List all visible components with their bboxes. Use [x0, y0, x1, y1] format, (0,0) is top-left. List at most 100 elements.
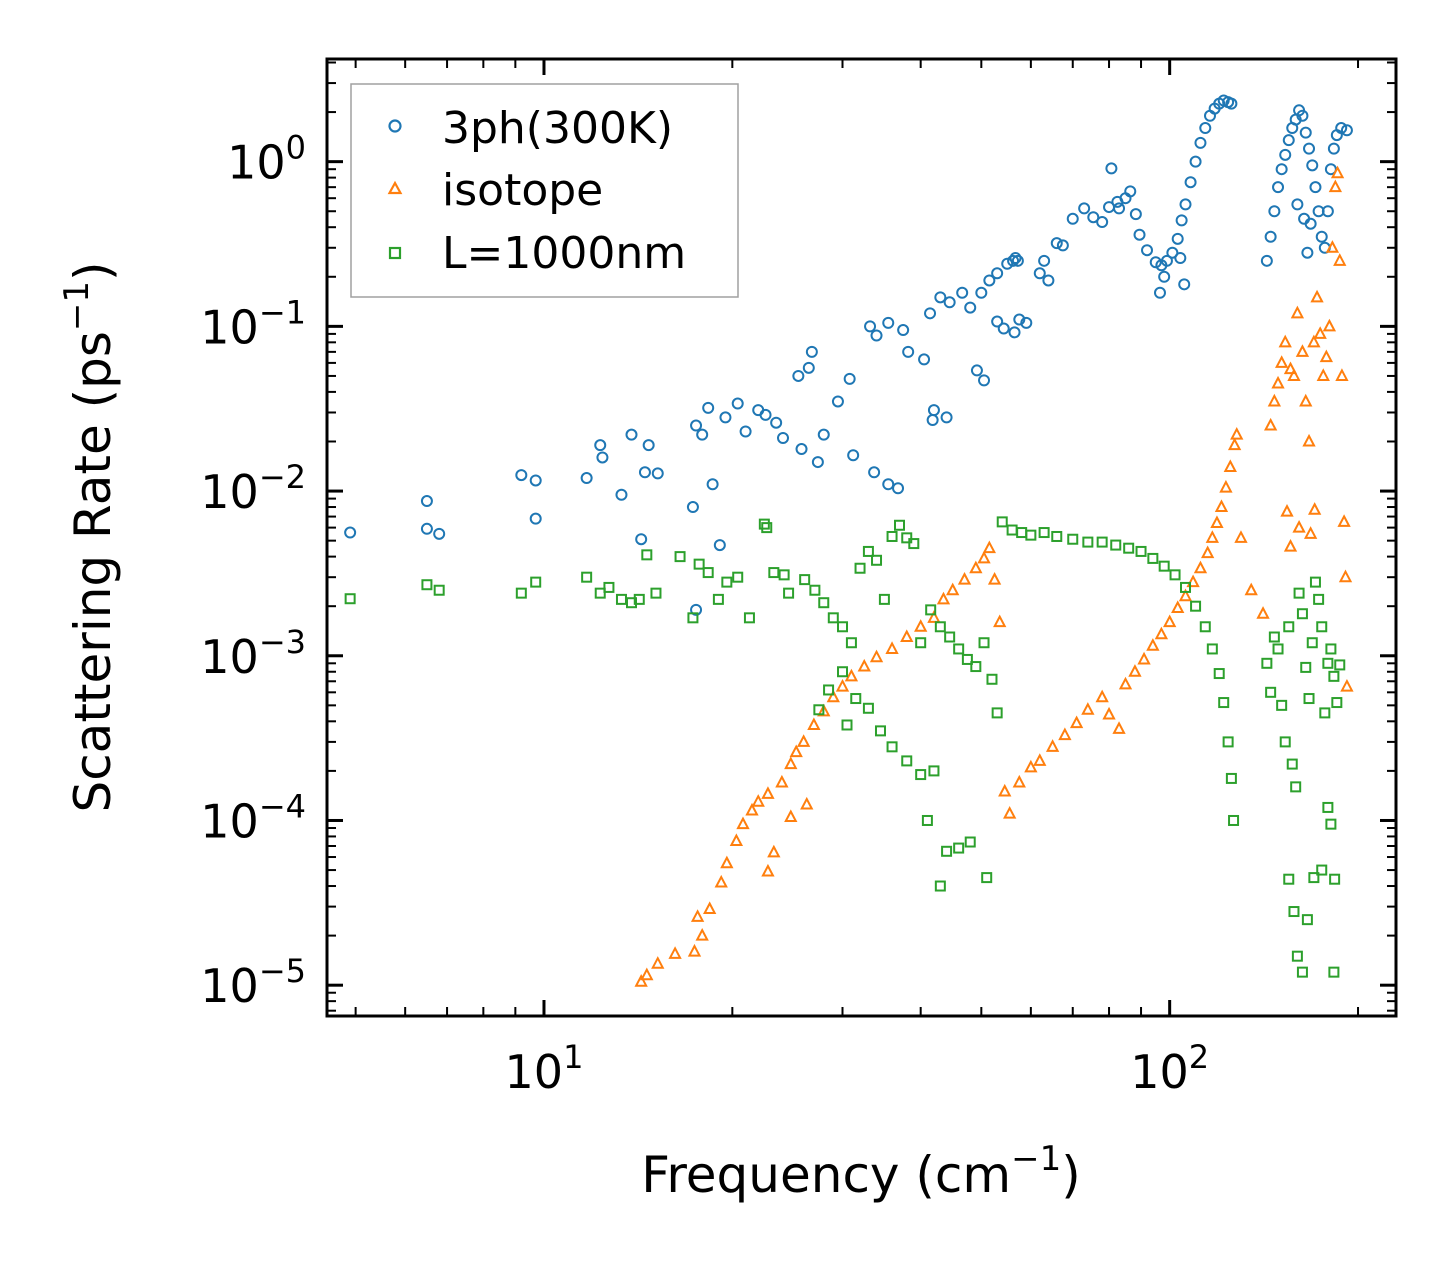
point-0	[739, 425, 752, 438]
point-2	[1096, 536, 1108, 548]
point-2	[1328, 966, 1340, 978]
point-1	[796, 734, 811, 747]
point-1	[1330, 165, 1345, 179]
point-0	[997, 322, 1010, 335]
legend: 3ph(300K) isotope L=1000nm	[350, 83, 739, 298]
point-1	[1227, 437, 1242, 451]
point-2	[1268, 631, 1280, 643]
point-0	[1105, 162, 1118, 175]
point-0	[1327, 142, 1340, 155]
point-1	[946, 582, 960, 596]
point-1	[1223, 459, 1237, 472]
legend-label-l1000nm: L=1000nm	[442, 228, 686, 279]
point-1	[1303, 526, 1318, 539]
point-0	[1315, 230, 1328, 243]
point-0	[1303, 142, 1316, 155]
point-2	[743, 612, 755, 624]
point-2	[823, 684, 835, 696]
point-1	[695, 927, 709, 941]
plot-frame	[325, 57, 1398, 1018]
point-1	[1210, 515, 1224, 528]
point-2	[986, 673, 998, 685]
point-0	[805, 345, 818, 358]
point-0	[1133, 228, 1146, 241]
point-1	[751, 794, 765, 807]
point-2	[934, 880, 946, 892]
point-1	[1337, 514, 1351, 527]
point-0	[344, 526, 357, 539]
point-2	[934, 621, 946, 633]
y-tick-label: 100	[227, 129, 306, 190]
point-2	[981, 872, 993, 884]
point-1	[1295, 344, 1310, 357]
point-2	[961, 653, 973, 665]
series-0	[344, 94, 1353, 616]
point-0	[1007, 254, 1020, 267]
point-2	[953, 643, 965, 655]
point-1	[914, 619, 928, 632]
point-2	[1328, 670, 1340, 682]
point-1	[714, 874, 728, 888]
point-2	[721, 576, 733, 588]
point-0	[1008, 326, 1021, 339]
point-0	[847, 449, 860, 462]
point-0	[1113, 202, 1126, 215]
point-1	[1290, 305, 1305, 319]
point-0	[686, 501, 699, 514]
point-2	[581, 571, 593, 583]
point-1	[1274, 355, 1289, 368]
point-2	[732, 571, 744, 583]
point-0	[1282, 134, 1295, 147]
point-2	[1261, 657, 1273, 669]
point-0	[934, 291, 947, 304]
point-0	[1153, 286, 1166, 299]
point-2	[799, 574, 811, 586]
point-0	[1299, 126, 1312, 139]
point-1	[634, 974, 648, 987]
point-1	[1128, 664, 1142, 677]
point-2	[871, 554, 883, 566]
point-0	[1050, 237, 1063, 250]
point-2	[854, 562, 866, 574]
point-2	[1228, 814, 1240, 826]
point-0	[1304, 217, 1317, 230]
point-0	[1306, 159, 1319, 172]
point-0	[420, 495, 433, 508]
point-1	[869, 649, 884, 663]
point-2	[1291, 950, 1303, 962]
point-2	[1316, 621, 1328, 633]
point-1	[761, 786, 775, 799]
point-1	[826, 689, 840, 703]
point-2	[1051, 530, 1063, 542]
point-1	[1118, 676, 1133, 690]
point-1	[1310, 289, 1324, 303]
point-0	[927, 404, 940, 417]
point-0	[964, 301, 977, 314]
point-0	[1158, 270, 1171, 283]
point-1	[1325, 240, 1340, 253]
point-2	[674, 551, 686, 563]
point-0	[1020, 316, 1033, 329]
point-1	[729, 833, 744, 847]
point-0	[1335, 122, 1348, 135]
point-2	[1296, 608, 1308, 620]
point-0	[706, 478, 719, 491]
point-0	[817, 428, 830, 441]
point-2	[813, 704, 825, 716]
point-1	[1267, 393, 1282, 407]
point-2	[1218, 697, 1230, 709]
point-0	[918, 353, 931, 366]
point-2	[1213, 668, 1225, 680]
point-0	[1275, 163, 1288, 176]
point-0	[1141, 244, 1154, 257]
point-0	[902, 345, 915, 358]
point-0	[868, 466, 881, 479]
point-2	[594, 587, 606, 599]
point-0	[956, 286, 969, 299]
point-1	[1292, 519, 1306, 533]
point-0	[651, 467, 664, 480]
point-2	[1169, 569, 1181, 581]
point-0	[529, 474, 542, 487]
point-2	[1290, 781, 1302, 793]
y-tick-label: 10−3	[200, 623, 306, 684]
